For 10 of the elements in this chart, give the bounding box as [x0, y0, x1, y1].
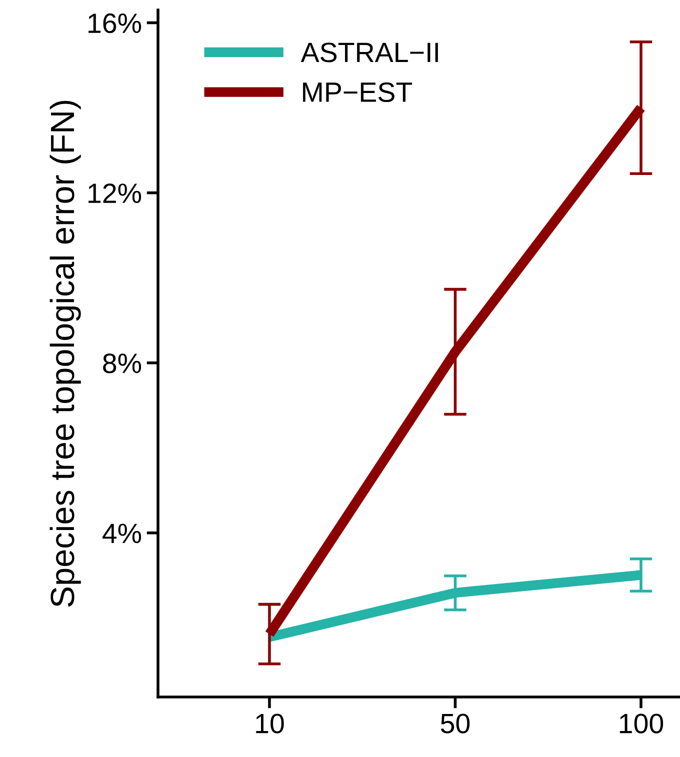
x-tick-label: 100 [620, 714, 664, 734]
y-tick-label: 16% [88, 13, 142, 34]
x-tick-label: 50 [440, 714, 470, 734]
legend-label: MP−EST [303, 82, 412, 102]
x-tick-label: 10 [256, 714, 284, 734]
y-tick-label: 12% [88, 183, 142, 204]
y-tick-label: 8% [103, 354, 142, 374]
y-tick-label: 4% [102, 524, 142, 544]
y-axis-title: Species tree topological error (FN) [50, 100, 81, 607]
legend-label: ASTRAL−II [300, 42, 438, 62]
